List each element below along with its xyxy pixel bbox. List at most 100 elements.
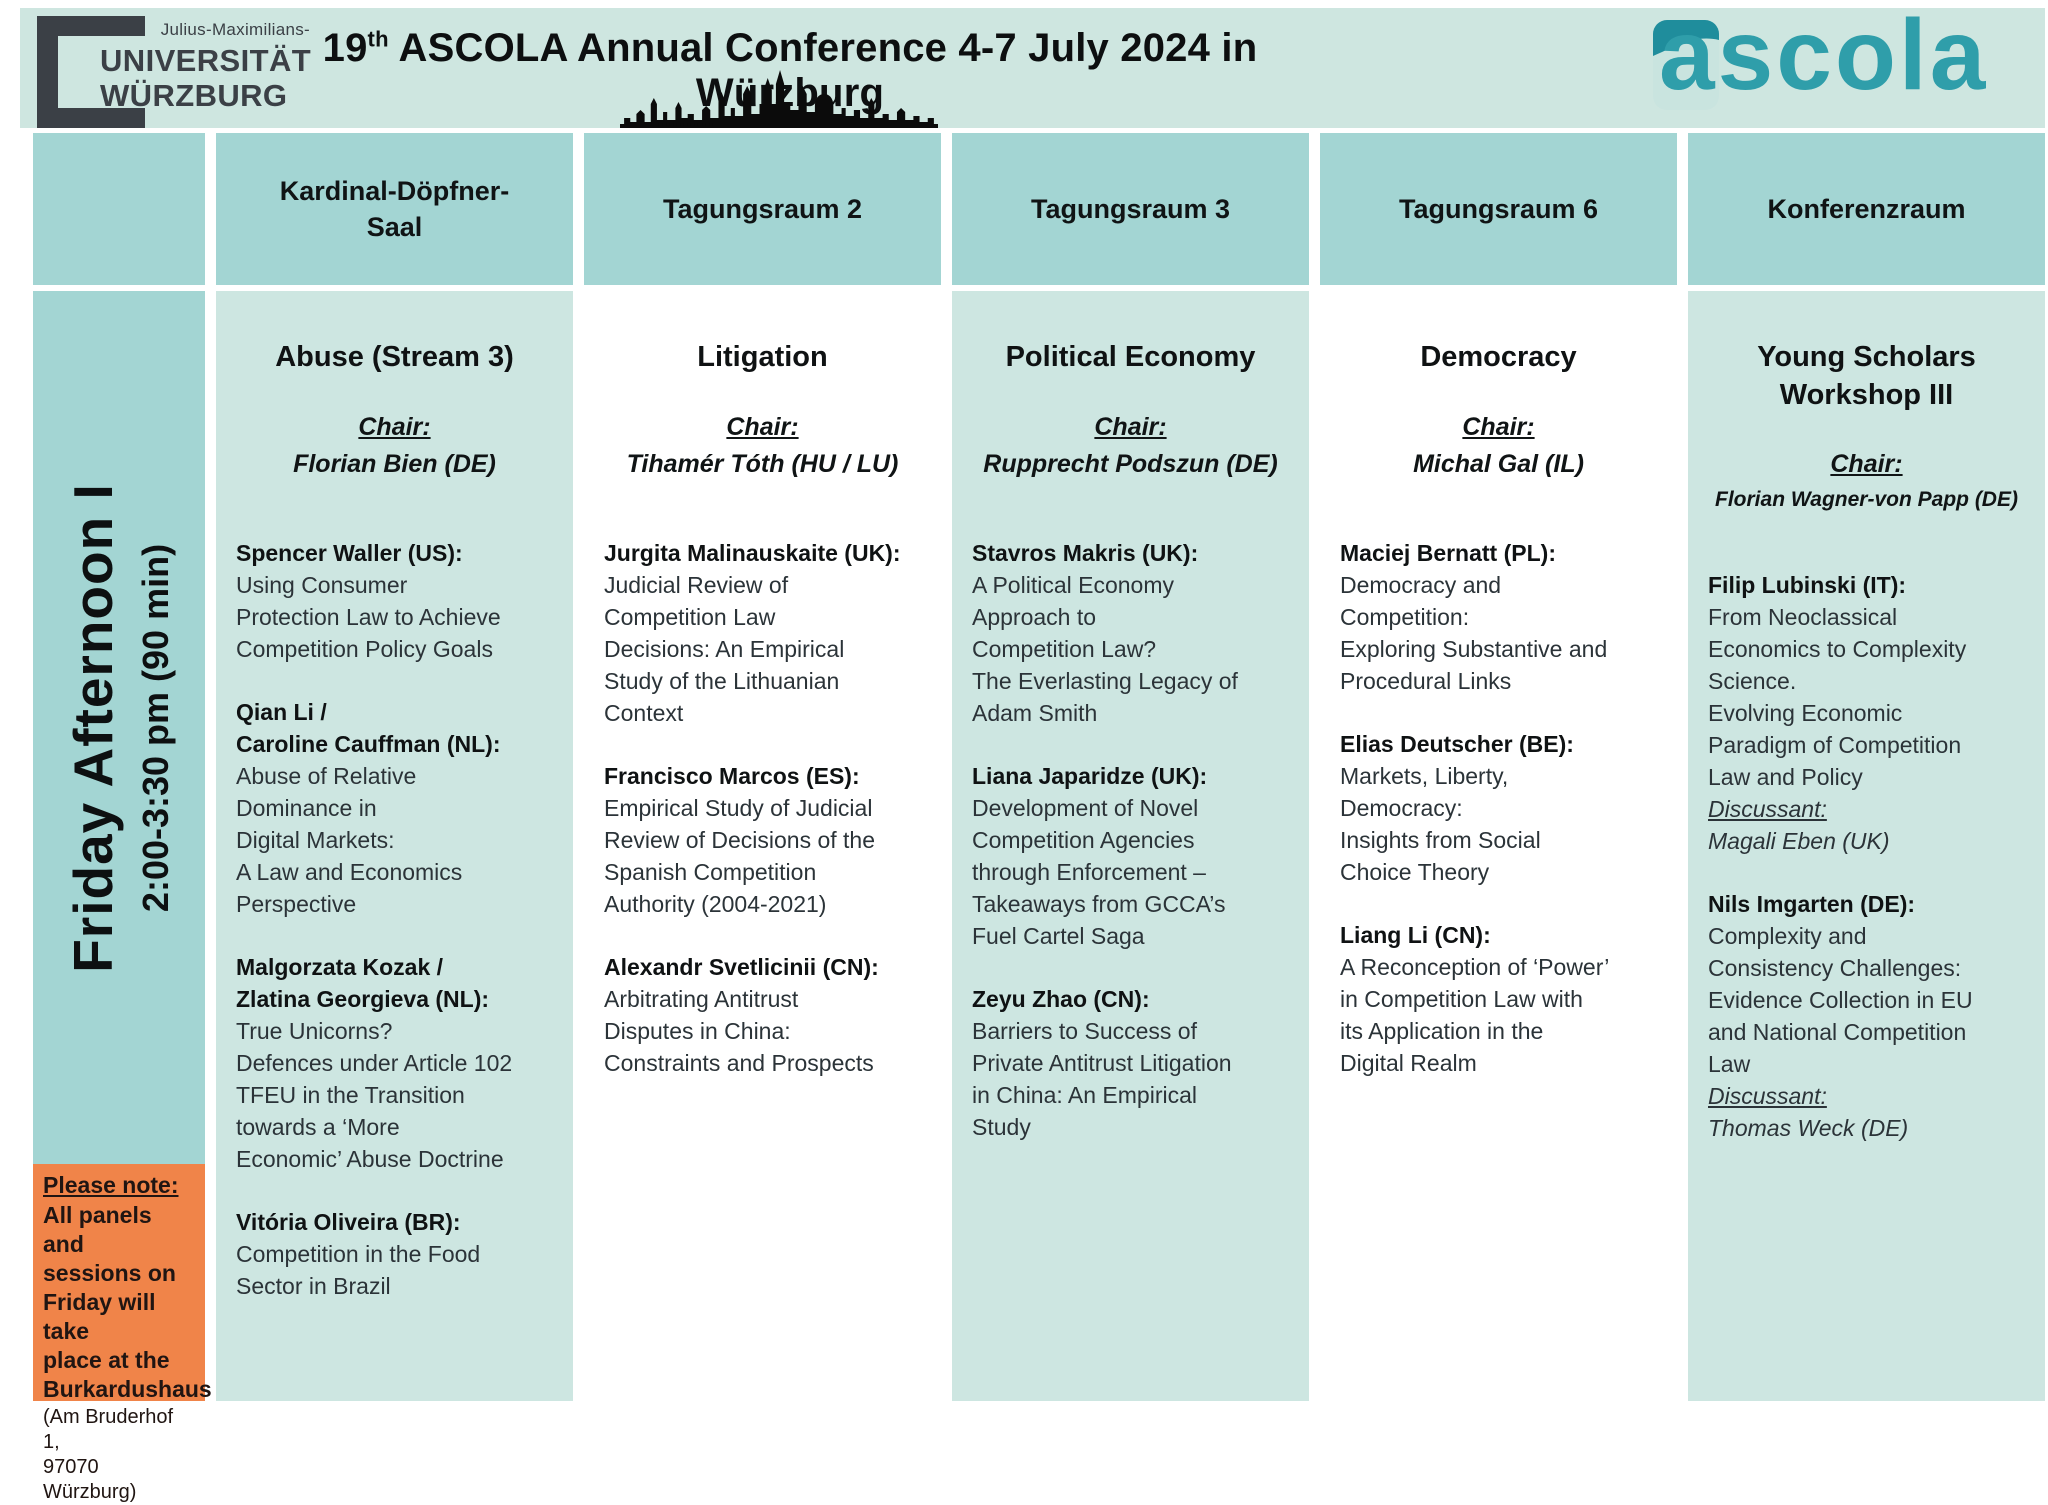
talk: Zeyu Zhao (CN): Barriers to Success of P… [972, 983, 1289, 1143]
chair-name: Florian Bien (DE) [293, 450, 496, 479]
talk-speakers: Spencer Waller (US): [236, 539, 463, 566]
university-logo: Julius-Maximilians- UNIVERSITÄT WÜRZBURG [28, 8, 338, 128]
talk-title: Arbitrating Antitrust Disputes in China:… [604, 985, 874, 1076]
talk-title: Markets, Liberty, Democracy: Insights fr… [1340, 762, 1541, 885]
session-title: Young Scholars Workshop III [1757, 341, 1976, 411]
talk-title: True Unicorns? Defences under Article 10… [236, 1017, 513, 1172]
chair-name: Tihamér Tóth (HU / LU) [626, 450, 899, 479]
talk: Nils Imgarten (DE): Complexity and Consi… [1708, 888, 2025, 1144]
university-name-small: Julius-Maximilians- [160, 20, 310, 39]
talk-title: A Reconception of ‘Power’ in Competition… [1340, 953, 1610, 1076]
session-title: Democracy [1420, 341, 1577, 373]
session-time-label: 2:00-3:30 pm (90 min) [135, 543, 176, 912]
room-header-tagungsraum-6: Tagungsraum 6 [1320, 133, 1677, 285]
university-name-line2: WÜRZBURG [100, 78, 288, 114]
talk-speakers: Jurgita Malinauskaite (UK): [604, 539, 901, 566]
university-bracket-icon [37, 16, 145, 128]
chair-label: Chair: [1462, 412, 1535, 441]
talk: Stavros Makris (UK): A Political Economy… [972, 537, 1289, 729]
room-header-tagungsraum-2: Tagungsraum 2 [584, 133, 941, 285]
talk: Alexandr Svetlicinii (CN): Arbitrating A… [604, 951, 921, 1079]
talk: Maciej Bernatt (PL): Democracy and Compe… [1340, 537, 1657, 697]
talk-speakers: Vitória Oliveira (BR): [236, 1208, 461, 1235]
chair-block: Chair: Florian Bien (DE) [236, 411, 553, 481]
talk-speakers: Filip Lubinski (IT): [1708, 572, 1907, 599]
discussant-name: Magali Eben (UK) [1708, 828, 1890, 855]
talk-speakers: Francisco Marcos (ES): [604, 762, 860, 789]
schedule-table: Kardinal-Döpfner- Saal Tagungsraum 2 Tag… [33, 133, 2045, 1503]
talk-title: Development of Novel Competition Agencie… [972, 794, 1226, 949]
talk-title: Abuse of Relative Dominance in Digital M… [236, 762, 463, 917]
session-column-political-economy: Political Economy Chair: Rupprecht Podsz… [952, 291, 1309, 1401]
chair-name: Michal Gal (IL) [1413, 450, 1584, 479]
room-header-tagungsraum-3: Tagungsraum 3 [952, 133, 1309, 285]
session-row: Friday Afternoon I 2:00-3:30 pm (90 min)… [33, 291, 2045, 1503]
session-name-label: Friday Afternoon I [62, 482, 124, 973]
chair-block: Chair: Michal Gal (IL) [1340, 411, 1657, 481]
talk: Qian Li / Caroline Cauffman (NL): Abuse … [236, 696, 553, 920]
time-column-header-cell [33, 133, 205, 285]
talk-title: Empirical Study of Judicial Review of De… [604, 794, 876, 917]
university-name-line1: UNIVERSITÄT [100, 43, 312, 78]
talk: Spencer Waller (US): Using Consumer Prot… [236, 537, 553, 665]
venue-note-address: (Am Bruderhof 1, 97070 Würzburg) [43, 1405, 174, 1503]
talk-title: From Neoclassical Economics to Complexit… [1708, 604, 1967, 791]
talk: Liana Japaridze (UK): Development of Nov… [972, 760, 1289, 952]
talk: Malgorzata Kozak / Zlatina Georgieva (NL… [236, 951, 553, 1175]
session-column-litigation: Litigation Chair: Tihamér Tóth (HU / LU)… [584, 291, 941, 1401]
session-column-abuse: Abuse (Stream 3) Chair: Florian Bien (DE… [216, 291, 573, 1401]
talk-speakers: Nils Imgarten (DE): [1708, 891, 1916, 918]
talk: Jurgita Malinauskaite (UK): Judicial Rev… [604, 537, 921, 729]
talk-title: Using Consumer Protection Law to Achieve… [236, 571, 501, 662]
room-header-row: Kardinal-Döpfner- Saal Tagungsraum 2 Tag… [33, 133, 2045, 285]
ascola-badge-icon [1653, 20, 1719, 110]
talk-speakers: Zeyu Zhao (CN): [972, 985, 1150, 1012]
talk-speakers: Qian Li / Caroline Cauffman (NL): [236, 698, 501, 757]
chair-label: Chair: [358, 412, 431, 441]
talk-speakers: Liana Japaridze (UK): [972, 762, 1208, 789]
talk: Francisco Marcos (ES): Empirical Study o… [604, 760, 921, 920]
venue-note-title: Please note: [43, 1172, 179, 1198]
discussant-name: Thomas Weck (DE) [1708, 1115, 1909, 1142]
discussant-label: Discussant: [1708, 1083, 1827, 1110]
talk-speakers: Alexandr Svetlicinii (CN): [604, 953, 879, 980]
ascola-logo: ascola [1653, 0, 2035, 118]
talk-title: Democracy and Competition: Exploring Sub… [1340, 571, 1608, 694]
talk-title: Competition in the Food Sector in Brazil [236, 1240, 481, 1299]
conference-banner: Julius-Maximilians- UNIVERSITÄT WÜRZBURG… [20, 0, 2045, 128]
venue-note-body: All panels and sessions on Friday will t… [43, 1202, 212, 1402]
talk-title: A Political Economy Approach to Competit… [972, 571, 1238, 726]
venue-note: Please note: All panels and sessions on … [33, 1164, 212, 1503]
room-header-konferenzraum: Konferenzraum [1688, 133, 2045, 285]
talk-title: Complexity and Consistency Challenges: E… [1708, 923, 1973, 1078]
chair-label: Chair: [1830, 450, 1903, 479]
session-title: Political Economy [1005, 341, 1256, 373]
wurzburg-skyline-silhouette [620, 70, 938, 128]
talk: Elias Deutscher (BE): Markets, Liberty, … [1340, 728, 1657, 888]
talk: Vitória Oliveira (BR): Competition in th… [236, 1206, 553, 1302]
time-slot-sidebar: Friday Afternoon I 2:00-3:30 pm (90 min)… [33, 291, 212, 1503]
talk-speakers: Stavros Makris (UK): [972, 539, 1199, 566]
chair-block: Chair: Tihamér Tóth (HU / LU) [604, 411, 921, 481]
discussant-label: Discussant: [1708, 796, 1827, 823]
chair-block: Chair: Rupprecht Podszun (DE) [972, 411, 1289, 481]
time-slot-label-area: Friday Afternoon I 2:00-3:30 pm (90 min) [33, 291, 205, 1164]
talk: Liang Li (CN): A Reconception of ‘Power’… [1340, 919, 1657, 1079]
session-title: Litigation [697, 341, 828, 373]
chair-label: Chair: [1094, 412, 1167, 441]
session-title: Abuse (Stream 3) [275, 341, 514, 373]
chair-name: Rupprecht Podszun (DE) [983, 450, 1278, 479]
chair-label: Chair: [726, 412, 799, 441]
talk-title: Barriers to Success of Private Antitrust… [972, 1017, 1232, 1140]
talk-speakers: Elias Deutscher (BE): [1340, 730, 1574, 757]
room-header-kardinal-doepfner-saal: Kardinal-Döpfner- Saal [216, 133, 573, 285]
session-column-democracy: Democracy Chair: Michal Gal (IL) Maciej … [1320, 291, 1677, 1401]
session-column-young-scholars: Young Scholars Workshop III Chair: Flori… [1688, 291, 2045, 1401]
talk-speakers: Liang Li (CN): [1340, 921, 1491, 948]
chair-name: Florian Wagner-von Papp (DE) [1715, 487, 2018, 511]
ascola-wordmark: ascola [1659, 0, 1989, 111]
conference-title: 19th ASCOLA Annual Conference 4-7 July 2… [322, 26, 1258, 115]
talk-title: Judicial Review of Competition Law Decis… [604, 571, 845, 726]
talk: Filip Lubinski (IT): From Neoclassical E… [1708, 569, 2025, 857]
chair-block: Chair: Florian Wagner-von Papp (DE) [1708, 448, 2025, 513]
